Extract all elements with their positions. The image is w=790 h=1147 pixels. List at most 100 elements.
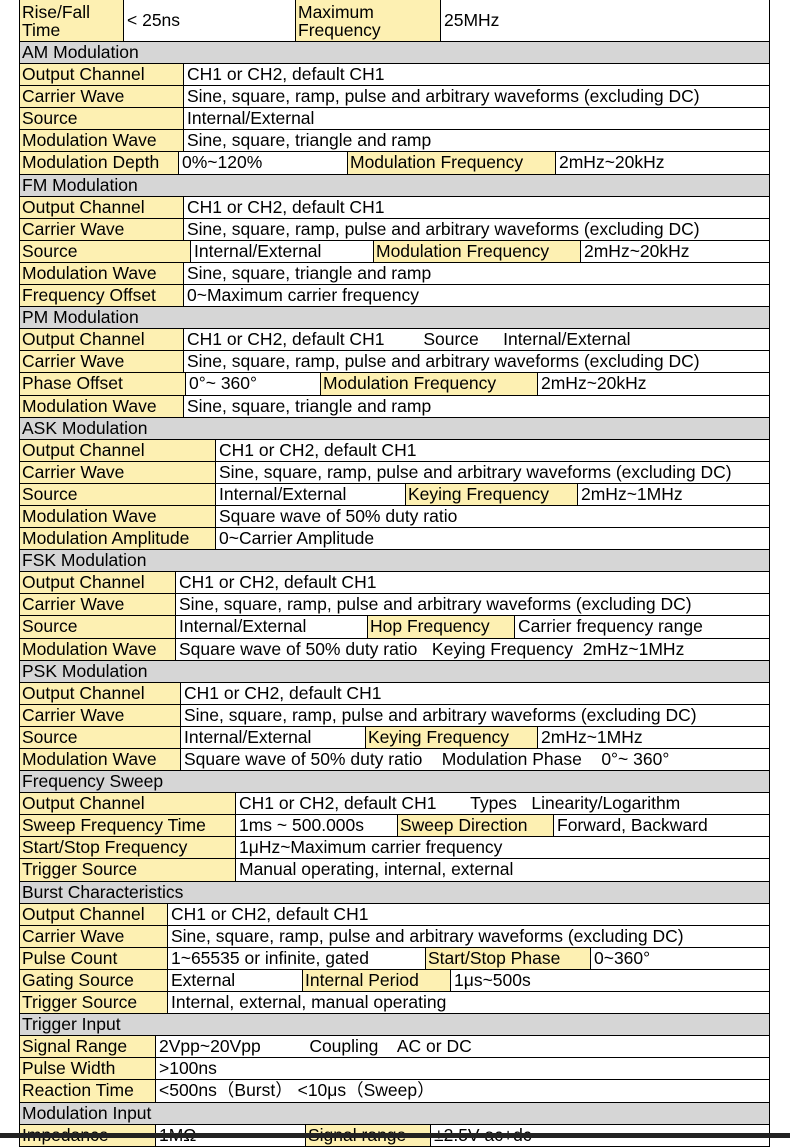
spec-label: Carrier Wave (20, 351, 184, 373)
spec-value: External (168, 969, 303, 992)
spec-label: Start/Stop Phase (426, 947, 591, 969)
spec-label: Carrier Wave (20, 925, 168, 947)
section-title: Burst Characteristics (20, 881, 769, 903)
spec-row: Trigger Source Manual operating, internal… (20, 858, 769, 881)
spec-row: Output Channel CH1 or CH2, default CH1 Ty… (20, 792, 769, 815)
spec-label: Modulation Depth (20, 152, 179, 174)
spec-row: Source Internal/External (20, 107, 769, 130)
section-title: PSK Modulation (20, 660, 769, 682)
section-header-row: Burst Characteristics (20, 880, 769, 903)
spec-label: Pulse Count (20, 947, 168, 969)
spec-label: Output Channel (20, 196, 184, 218)
spec-value: CH1 or CH2, default CH1 (184, 682, 382, 703)
spec-row: Frequency Offset 0~Maximum carrier freque… (20, 284, 769, 307)
spec-row: Output Channel CH1 or CH2, default CH1 (20, 195, 769, 218)
spec-label: Source (20, 616, 176, 638)
spec-label: Start/Stop Frequency (20, 837, 236, 859)
spec-row: Carrier Wave Sine, square, ramp, pulse an… (20, 217, 769, 240)
spec-row: Reaction Time <500ns（Burst） <10μs（Sweep） (20, 1079, 769, 1102)
spec-label: Source (20, 483, 216, 505)
spec-row: Output Channel CH1 or CH2, default CH1 (20, 438, 769, 461)
spec-label: Modulation Frequency (321, 373, 538, 395)
spec-row: Sweep Frequency Time 1ms ~ 500.000s Sweep … (20, 814, 769, 837)
section-header-row: Modulation Input (20, 1101, 769, 1124)
spec-label: Source (20, 108, 184, 130)
spec-value: 1μs~500s (454, 969, 531, 990)
spec-value: Sine, square, ramp, pulse and arbitrary … (187, 218, 700, 239)
spec-row: Pulse Count 1~65535 or infinite, gated Sta… (20, 946, 769, 969)
spec-label: Modulation Amplitude (20, 528, 216, 550)
spec-value: CH1 or CH2, default CH1 (179, 572, 377, 593)
spec-row: Output Channel CH1 or CH2, default CH1 (20, 63, 769, 86)
spec-label: Modulation Wave (20, 395, 184, 417)
spec-value: 2Vpp~20Vpp Coupling AC or DC (159, 1036, 472, 1057)
spec-row: Carrier Wave Sine, square, ramp, pulse an… (20, 460, 769, 483)
spec-value: Sine, square, ramp, pulse and arbitrary … (187, 351, 700, 372)
spec-label: Keying Frequency (366, 726, 538, 748)
spec-row: Modulation Wave Square wave of 50% duty r… (20, 637, 769, 660)
spec-value: <500ns（Burst） <10μs（Sweep） (159, 1080, 435, 1101)
spec-value: Internal/External (176, 616, 368, 638)
section-title: AM Modulation (20, 42, 769, 64)
spec-label: Output Channel (20, 439, 216, 461)
spec-row: Modulation Wave Sine, square, triangle an… (20, 129, 769, 152)
section-title: FM Modulation (20, 174, 769, 196)
spec-value: 0°~ 360° (186, 373, 321, 395)
spec-label: Trigger Source (20, 859, 236, 881)
spec-label: Modulation Wave (20, 638, 176, 660)
spec-value: 2mHz~20kHz (541, 373, 647, 394)
spec-value: Sine, square, ramp, pulse and arbitrary … (179, 594, 692, 615)
spec-value: Internal/External (181, 726, 366, 748)
spec-value: Internal/External (191, 240, 374, 262)
spec-label: Signal Range (20, 1036, 156, 1058)
spec-row: Output Channel CH1 or CH2, default CH1 (20, 681, 769, 704)
spec-label: Carrier Wave (20, 218, 184, 240)
spec-label: Output Channel (20, 682, 181, 704)
spec-label: Reaction Time (20, 1080, 156, 1102)
spec-value: 0~Carrier Amplitude (219, 528, 375, 549)
spec-label: Internal Period (303, 969, 451, 992)
spec-row: Signal Range 2Vpp~20Vpp Coupling AC or DC (20, 1035, 769, 1058)
spec-row: Modulation Wave Square wave of 50% duty r… (20, 504, 769, 528)
spec-value: 2mHz~1MHz (581, 483, 683, 504)
spec-value: Sine, square, ramp, pulse and arbitrary … (171, 925, 684, 946)
spec-row: Pulse Width >100ns (20, 1057, 769, 1080)
spec-label: Sweep Frequency Time (20, 815, 236, 837)
spec-label: Trigger Source (20, 992, 168, 1014)
spec-value: Forward, Backward (557, 815, 708, 836)
spec-label: Carrier Wave (20, 86, 184, 108)
spec-value: Carrier frequency range (518, 616, 703, 637)
spec-value: 2mHz~1MHz (541, 726, 643, 747)
spec-row: Carrier Wave Sine, square, ramp, pulse an… (20, 703, 769, 726)
spec-row: Carrier Wave Sine, square, ramp, pulse an… (20, 85, 769, 108)
spec-label: Source (20, 726, 181, 748)
section-title: ASK Modulation (20, 417, 769, 439)
spec-row: Modulation Wave Sine, square, triangle an… (20, 394, 769, 417)
spec-value: CH1 or CH2, default CH1 (187, 196, 385, 217)
spec-label: Output Channel (20, 793, 236, 815)
spec-row: Source Internal/External Keying Frequency 2… (20, 482, 769, 505)
spec-row: Source Internal/External Keying Frequency 2… (20, 725, 769, 748)
top-row: Rise/Fall Time < 25ns Maximum Frequency 25M… (20, 0, 769, 41)
spec-value: Internal/External (187, 108, 315, 129)
spec-row: Output Channel CH1 or CH2, default CH1 So… (20, 328, 769, 351)
spec-label: Source (20, 240, 191, 262)
spec-label: Output Channel (20, 572, 176, 594)
spec-label: Output Channel (20, 903, 168, 925)
section-title: FSK Modulation (20, 550, 769, 572)
spec-row: Source Internal/External Hop Frequency Carr… (20, 615, 769, 638)
spec-value: 25MHz (444, 10, 500, 30)
section-title: PM Modulation (20, 307, 769, 329)
section-header-row: Trigger Input (20, 1013, 769, 1036)
spec-value: CH1 or CH2, default CH1 Source Internal/… (187, 329, 631, 350)
spec-value: 2mHz~20kHz (584, 240, 690, 261)
spec-label: Output Channel (20, 64, 184, 86)
spec-value: CH1 or CH2, default CH1 (171, 903, 369, 924)
spec-value: 1~65535 or infinite, gated (168, 947, 426, 969)
spec-label: Modulation Frequency (374, 240, 581, 262)
spec-row: Output Channel CH1 or CH2, default CH1 (20, 571, 769, 594)
spec-row: Modulation Wave Square wave of 50% duty r… (20, 748, 769, 771)
spec-value: 1ms ~ 500.000s (236, 815, 398, 837)
spec-label: Hop Frequency (368, 616, 515, 638)
